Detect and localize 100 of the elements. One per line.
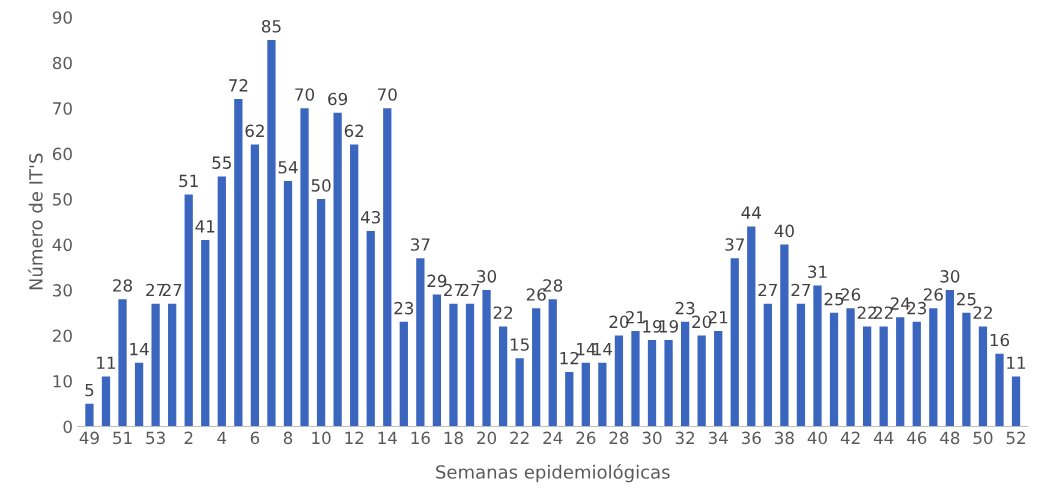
bar [300, 108, 309, 427]
bar [416, 258, 425, 427]
x-tick-label: 30 [642, 431, 662, 445]
bar [945, 290, 954, 427]
bar [548, 299, 557, 427]
data-label: 5 [85, 383, 94, 397]
bar [1011, 376, 1021, 427]
bar [664, 340, 673, 427]
bar [680, 321, 690, 427]
x-tick-label: 34 [708, 431, 728, 445]
bar [201, 240, 210, 427]
bar [101, 376, 111, 427]
data-label: 23 [675, 301, 695, 315]
x-tick-label: 50 [973, 431, 993, 445]
bar [217, 176, 226, 427]
x-tick-label: 12 [345, 431, 364, 444]
data-label: 28 [113, 279, 132, 292]
data-label: 37 [725, 238, 744, 251]
bar [118, 299, 127, 427]
y-tick-label: 0 [63, 420, 72, 434]
data-label: 23 [394, 301, 414, 315]
x-tick-label: 8 [283, 431, 293, 445]
data-label: 44 [741, 206, 761, 219]
data-label: 55 [212, 156, 231, 169]
bar [85, 403, 94, 427]
bar [432, 294, 442, 427]
bar [879, 326, 888, 427]
x-tick-label: 2 [184, 431, 193, 444]
data-label: 27 [758, 283, 778, 297]
bar [383, 108, 392, 427]
x-tick-label: 20 [477, 431, 497, 445]
data-label: 30 [940, 270, 960, 283]
data-label: 43 [360, 210, 380, 224]
bar [316, 199, 326, 427]
bar [333, 112, 342, 427]
data-label: 40 [774, 224, 794, 238]
bar [565, 371, 574, 427]
bar [134, 362, 144, 427]
data-label: 11 [97, 356, 116, 369]
bar [978, 326, 988, 427]
bar [647, 340, 657, 427]
y-axis-title: Número de IT'S [28, 153, 43, 290]
x-tick-label: 24 [543, 431, 563, 444]
data-label: 27 [791, 283, 811, 297]
data-label: 16 [990, 333, 1010, 347]
x-tick-label: 32 [675, 431, 695, 445]
data-label: 22 [857, 306, 877, 319]
bar [449, 303, 458, 427]
bar [747, 226, 756, 427]
bar [912, 321, 921, 427]
bar [780, 244, 789, 427]
data-label: 25 [957, 292, 976, 306]
x-tick-label: 52 [1006, 431, 1025, 445]
data-label: 26 [923, 288, 943, 301]
x-tick-label: 10 [312, 431, 331, 445]
data-label: 31 [808, 265, 827, 279]
bar [896, 317, 905, 427]
data-label: 14 [130, 343, 149, 356]
bar [498, 326, 508, 427]
bar [350, 144, 359, 427]
bar [862, 326, 872, 427]
y-tick-label: 90 [52, 11, 72, 24]
bar [184, 194, 193, 427]
bar [250, 144, 260, 427]
data-label: 25 [824, 292, 844, 306]
data-label: 22 [973, 306, 992, 319]
x-tick-label: 40 [807, 431, 827, 445]
bar [962, 312, 971, 427]
bar [813, 285, 822, 427]
x-axis-title: Semanas epidemiológicas [436, 464, 670, 483]
bar [697, 335, 706, 427]
bar [532, 308, 541, 427]
data-label: 70 [295, 88, 315, 101]
bar [267, 39, 276, 427]
data-label: 54 [278, 161, 298, 174]
x-tick-label: 4 [217, 431, 227, 444]
bar [714, 330, 723, 427]
x-tick-label: 46 [906, 431, 927, 445]
bar [598, 362, 607, 427]
data-label: 69 [328, 92, 348, 106]
bar [763, 303, 772, 427]
bar [168, 303, 177, 427]
x-tick-label: 14 [378, 431, 397, 444]
bar [581, 362, 590, 427]
bar [846, 308, 855, 427]
y-tick-label: 50 [53, 193, 72, 206]
bar [995, 353, 1004, 427]
data-label: 22 [493, 306, 513, 319]
data-label: 37 [411, 238, 430, 251]
x-tick-label: 6 [250, 431, 260, 445]
x-tick-label: 49 [79, 431, 99, 445]
x-tick-label: 53 [146, 431, 165, 445]
x-tick-label: 18 [444, 431, 463, 445]
x-tick-label: 51 [113, 431, 132, 445]
data-label: 26 [841, 288, 861, 301]
x-tick-label: 36 [741, 431, 761, 445]
data-label: 30 [477, 270, 497, 283]
bar [631, 330, 640, 427]
data-label: 12 [560, 351, 579, 365]
data-label: 41 [195, 220, 215, 233]
